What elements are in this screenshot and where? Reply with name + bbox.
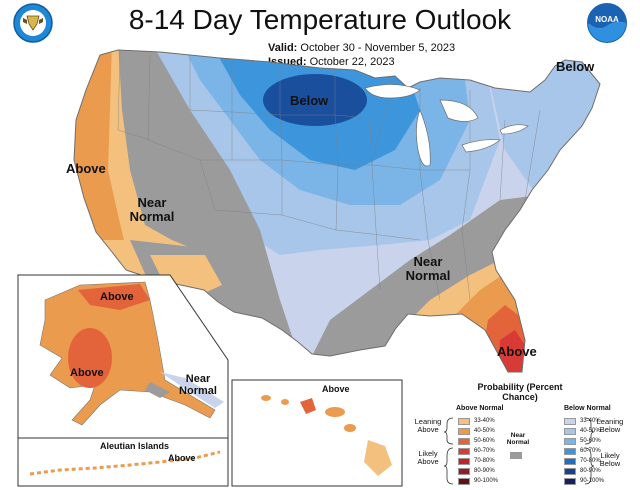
- noaa-logo-icon: NOAA: [587, 3, 627, 43]
- region-label-alaska-above-north: Above: [100, 291, 134, 303]
- svg-text:NOAA: NOAA: [595, 15, 619, 24]
- legend-below-swatch: [564, 478, 576, 485]
- legend-above-range-label: 70-80%: [474, 458, 495, 464]
- legend-above-range-label: 80-90%: [474, 468, 495, 474]
- region-label-alaska-near-normal: Near Normal: [179, 373, 217, 397]
- legend-above-swatch: [458, 468, 470, 475]
- region-label-below-north: Below: [290, 93, 329, 108]
- region-label-above-florida: Above: [497, 344, 537, 359]
- legend-below-range-label: 90-100%: [580, 478, 605, 484]
- legend-likely-below: Likely Below: [599, 451, 621, 469]
- valid-value: October 30 - November 5, 2023: [300, 42, 456, 54]
- legend-near-normal-swatch: [510, 452, 522, 459]
- region-label-below-northeast: Below: [556, 59, 595, 74]
- state-borders: [117, 51, 541, 301]
- region-label-near-normal-west: Near Normal: [129, 195, 175, 224]
- legend-below-swatch: [564, 428, 576, 435]
- legend-above-swatch: [458, 478, 470, 485]
- page-title: 8-14 Day Temperature Outlook: [128, 4, 512, 35]
- aleutian-islands-title: Aleutian Islands: [100, 441, 170, 451]
- valid-label: Valid:: [268, 42, 298, 54]
- legend-below-range-label: 80-90%: [580, 468, 601, 474]
- region-label-above-west: Above: [66, 161, 106, 176]
- great-lakes: [364, 84, 529, 167]
- legend-above-range-label: 50-60%: [474, 438, 495, 444]
- legend-below-swatch: [564, 418, 576, 425]
- legend-above-swatch: [458, 448, 470, 455]
- legend-above-swatch: [458, 458, 470, 465]
- legend-below-range-label: 40-50%: [580, 428, 601, 434]
- region-label-hawaii-above: Above: [322, 384, 350, 394]
- legend-above-range-label: 90-100%: [474, 478, 499, 484]
- alaska-inset: [17, 274, 229, 439]
- legend-leaning-below: Leaning Below: [596, 417, 624, 435]
- issued-value: October 22, 2023: [309, 56, 395, 68]
- legend-below-range-label: 70-80%: [580, 458, 601, 464]
- region-label-alaska-above-south: Above: [70, 367, 104, 379]
- legend-near-normal-label: Near Normal: [506, 432, 530, 447]
- legend-above-header: Above Normal: [456, 405, 504, 412]
- hawaii-inset: [231, 379, 403, 487]
- legend-below-swatch: [564, 468, 576, 475]
- legend-above-range-label: 40-50%: [474, 428, 495, 434]
- region-label-aleutian-above: Above: [168, 453, 196, 463]
- valid-dates: Valid: October 30 - November 5, 2023: [268, 42, 455, 54]
- legend-likely-above: Likely Above: [417, 449, 439, 467]
- legend-title: Probability (Percent Chance): [477, 382, 563, 403]
- commerce-seal-icon: [13, 3, 53, 43]
- legend-below-range-label: 50-60%: [580, 438, 601, 444]
- legend-above-range-label: 60-70%: [474, 448, 495, 454]
- legend-above-range-label: 33-40%: [474, 418, 495, 424]
- legend-left-brace: [444, 417, 454, 485]
- legend-below-swatch: [564, 438, 576, 445]
- region-label-near-normal-southeast: Near Normal: [405, 254, 451, 283]
- legend-leaning-above: Leaning Above: [414, 417, 442, 435]
- legend-below-header: Below Normal: [564, 405, 611, 412]
- aleutian-inset: [17, 437, 229, 487]
- legend-right-brace: [584, 417, 594, 485]
- legend-above-swatch: [458, 418, 470, 425]
- legend-above-swatch: [458, 438, 470, 445]
- legend-below-swatch: [564, 448, 576, 455]
- legend-below-swatch: [564, 458, 576, 465]
- legend-above-swatch: [458, 428, 470, 435]
